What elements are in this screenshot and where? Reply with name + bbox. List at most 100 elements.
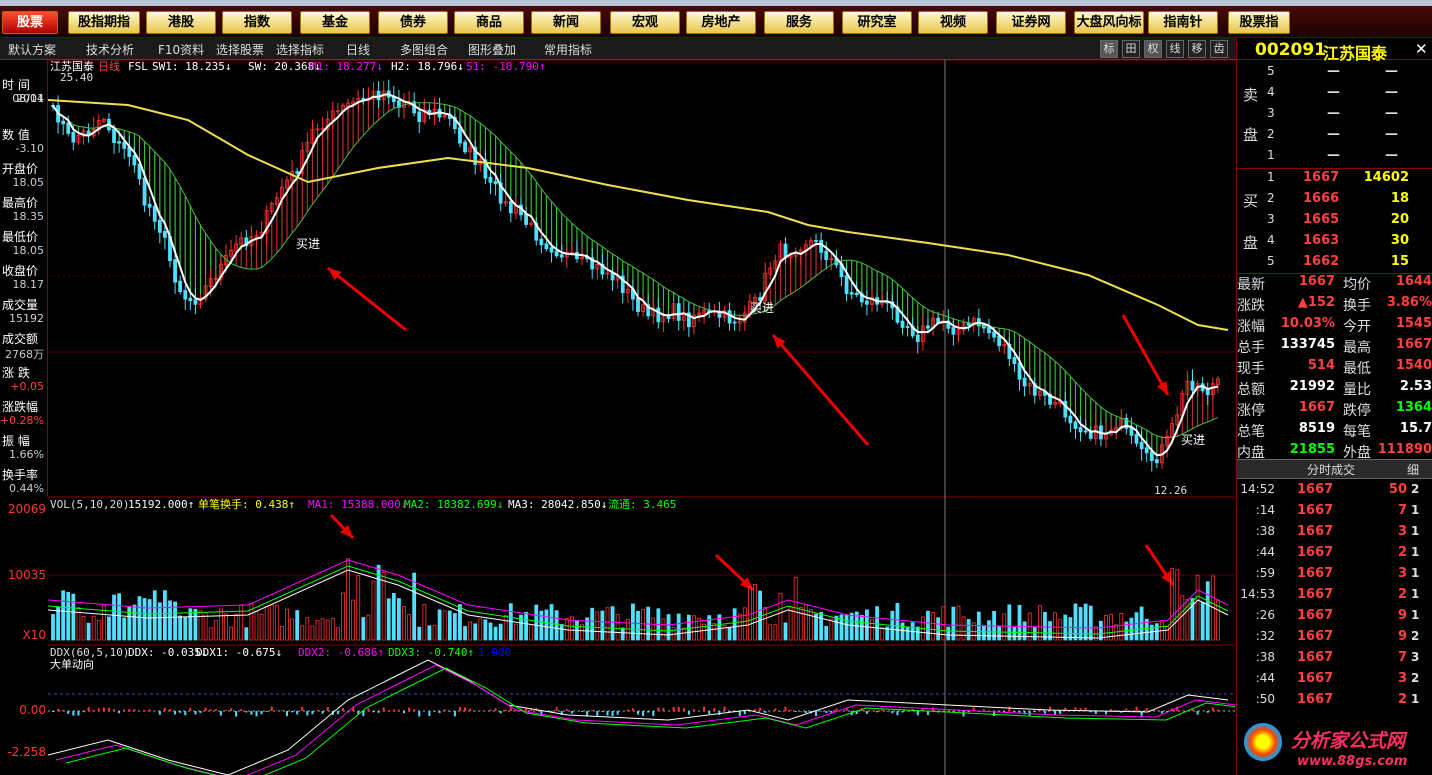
ddx-bar: [265, 711, 268, 712]
volume-bar: [218, 608, 223, 641]
toolbar-item-8[interactable]: 常用指标: [544, 43, 593, 57]
nav-button-16[interactable]: 股票指: [1228, 11, 1290, 34]
ddx-bar: [723, 706, 726, 711]
nav-button-0[interactable]: 股票: [2, 11, 58, 34]
low-price-label: 12.26: [1154, 484, 1187, 497]
sell-price: —: [1327, 127, 1340, 142]
trade-volume: 7: [1397, 503, 1407, 518]
vol-value: 15192.000↑: [128, 498, 194, 511]
trade-time: :26: [1255, 608, 1275, 622]
candle-body: [814, 239, 818, 242]
ddx-bar: [67, 711, 70, 714]
nav-button-13[interactable]: 证券网: [996, 11, 1066, 34]
volume-bar: [188, 608, 193, 641]
nav-button-7[interactable]: 新闻: [531, 11, 601, 34]
ddx-bar: [754, 709, 756, 711]
flower-logo-icon: [1241, 720, 1285, 764]
ddx-bar: [1155, 710, 1158, 711]
ddx-bar: [896, 711, 899, 716]
toolbar-item-6[interactable]: 多图组合: [400, 43, 449, 57]
trades-detail-tab[interactable]: 细: [1407, 463, 1420, 477]
view-tab-5[interactable]: 齿: [1210, 40, 1228, 58]
trade-volume: 7: [1397, 650, 1407, 665]
nav-button-10[interactable]: 服务: [764, 11, 834, 34]
view-tab-2[interactable]: 权: [1144, 40, 1162, 58]
nav-button-6[interactable]: 商品: [454, 11, 524, 34]
buy-label: 买: [1243, 192, 1259, 210]
candle-body: [264, 210, 269, 234]
ddx-bar: [631, 708, 634, 711]
ddx-bar: [219, 711, 222, 716]
ddx-bar: [301, 706, 304, 711]
volume-bar: [544, 609, 549, 641]
nav-button-9[interactable]: 房地产: [686, 11, 756, 34]
volume-bar: [213, 620, 218, 641]
candle-body: [595, 263, 600, 270]
sell-volume: —: [1385, 64, 1398, 79]
candle-body: [870, 297, 874, 305]
stat-label: 涨跌: [1237, 298, 1265, 314]
toolbar-item-1[interactable]: 技术分析: [86, 43, 135, 57]
volume-bar: [239, 604, 244, 641]
view-tab-4[interactable]: 移: [1188, 40, 1206, 58]
ddx-bar: [972, 707, 975, 711]
buy-signal-label: 买进: [296, 237, 320, 251]
nav-button-11[interactable]: 研究室: [842, 11, 912, 34]
volume-bar: [397, 598, 401, 641]
volume-bar: [534, 604, 539, 641]
h2-value: H2: 18.796↓: [391, 60, 464, 73]
candle-body: [300, 149, 305, 174]
nav-button-14[interactable]: 大盘风向标: [1074, 11, 1144, 34]
toolbar-item-4[interactable]: 选择指标: [276, 43, 325, 57]
toolbar-item-2[interactable]: F10资料: [158, 43, 205, 57]
volume-bar: [1165, 626, 1169, 641]
nav-button-1[interactable]: 股指期指: [68, 11, 140, 34]
volume-bar: [305, 617, 310, 641]
volume-bar: [783, 622, 788, 641]
close-icon[interactable]: ✕: [1415, 40, 1428, 58]
nav-button-5[interactable]: 债券: [378, 11, 448, 34]
volume-bar: [1170, 568, 1175, 641]
ddx-bar: [1181, 710, 1184, 711]
volume-bar: [117, 593, 122, 641]
sell-level: 3: [1267, 106, 1275, 120]
volume-bar: [641, 609, 645, 641]
sell-volume: —: [1385, 148, 1398, 163]
view-tab-3[interactable]: 线: [1166, 40, 1184, 58]
ddx-bar: [184, 711, 187, 716]
nav-button-8[interactable]: 宏观: [610, 11, 680, 34]
candle-body: [229, 250, 233, 257]
nav-button-3[interactable]: 指数: [222, 11, 292, 34]
view-tab-1[interactable]: 田: [1122, 40, 1140, 58]
candle-body: [961, 322, 966, 331]
candle-body: [676, 303, 681, 321]
ddx-value: DDX: -0.035↓: [128, 646, 207, 659]
candle-body: [829, 258, 834, 260]
trades-header[interactable]: [1237, 459, 1432, 479]
candle-body: [218, 263, 223, 280]
volume-bar: [585, 617, 590, 641]
volume-bar: [824, 625, 829, 641]
stat-value: 10.03%: [1280, 316, 1335, 331]
candle-body: [737, 320, 742, 324]
toolbar-item-5[interactable]: 日线: [346, 43, 371, 57]
toolbar-item-3[interactable]: 选择股票: [216, 43, 265, 57]
buy-volume: 20: [1390, 212, 1409, 227]
nav-button-15[interactable]: 指南针: [1148, 11, 1218, 34]
view-tab-0[interactable]: 标: [1100, 40, 1118, 58]
divider: [1237, 168, 1432, 169]
candle-body: [101, 118, 106, 122]
nav-button-12[interactable]: 视频: [918, 11, 988, 34]
candle-body: [992, 331, 996, 338]
nav-button-2[interactable]: 港股: [146, 11, 216, 34]
volume-bar: [91, 615, 96, 641]
ddx-bar: [311, 711, 314, 715]
kline-chart-area[interactable]: 江苏国泰 日线 FSL SW1: 18.235↓ SW: 20.368↓M1: 18.2…: [48, 60, 1235, 775]
ddx-bar: [382, 707, 385, 711]
ddx-bar: [642, 711, 645, 716]
toolbar-item-7[interactable]: 图形叠加: [468, 43, 517, 57]
ddx-bar: [835, 708, 838, 711]
nav-button-4[interactable]: 基金: [300, 11, 370, 34]
vol-ma1: MA1: 15388.000↓: [308, 498, 407, 511]
toolbar-item-0[interactable]: 默认方案: [8, 43, 57, 57]
